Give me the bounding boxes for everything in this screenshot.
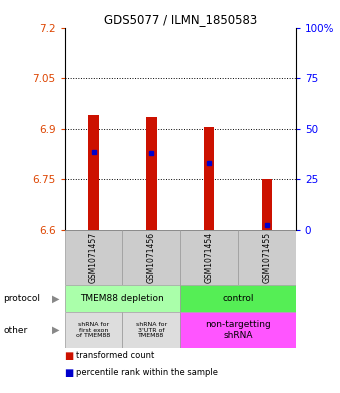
Title: GDS5077 / ILMN_1850583: GDS5077 / ILMN_1850583 <box>104 13 257 26</box>
Text: transformed count: transformed count <box>76 351 155 360</box>
Text: shRNA for
first exon
of TMEM88: shRNA for first exon of TMEM88 <box>76 322 110 338</box>
Text: non-targetting
shRNA: non-targetting shRNA <box>205 320 271 340</box>
Text: GSM1071455: GSM1071455 <box>262 232 271 283</box>
Bar <box>180 312 296 348</box>
Bar <box>262 179 272 230</box>
Text: shRNA for
3'UTR of
TMEM88: shRNA for 3'UTR of TMEM88 <box>136 322 167 338</box>
Text: other: other <box>3 326 28 334</box>
Text: ■: ■ <box>65 368 74 378</box>
Text: ■: ■ <box>65 351 74 360</box>
Text: ▶: ▶ <box>52 325 60 335</box>
Text: ▶: ▶ <box>52 293 60 303</box>
Bar <box>180 230 238 285</box>
Text: GSM1071454: GSM1071454 <box>205 232 214 283</box>
Text: percentile rank within the sample: percentile rank within the sample <box>76 368 219 377</box>
Bar <box>204 127 214 230</box>
Bar <box>88 115 99 230</box>
Bar <box>65 285 180 312</box>
Bar <box>122 312 180 348</box>
Bar <box>122 230 180 285</box>
Bar <box>238 230 296 285</box>
Text: protocol: protocol <box>3 294 40 303</box>
Bar <box>65 312 122 348</box>
Text: control: control <box>222 294 254 303</box>
Bar <box>65 230 122 285</box>
Text: TMEM88 depletion: TMEM88 depletion <box>81 294 164 303</box>
Text: GSM1071456: GSM1071456 <box>147 232 156 283</box>
Bar <box>180 285 296 312</box>
Text: GSM1071457: GSM1071457 <box>89 232 98 283</box>
Bar <box>146 117 156 230</box>
